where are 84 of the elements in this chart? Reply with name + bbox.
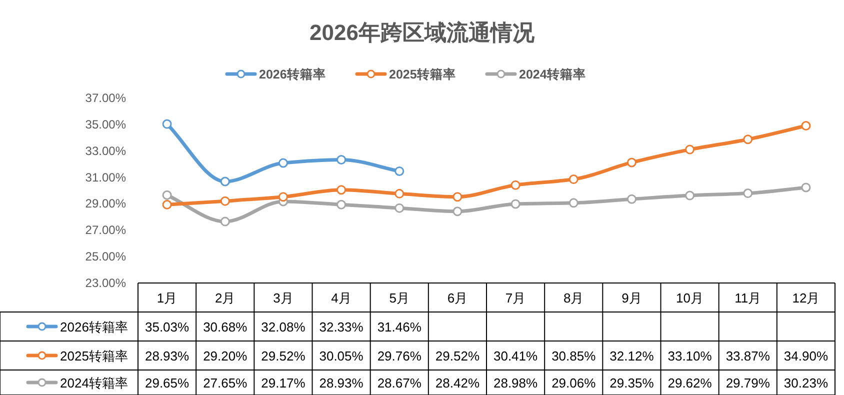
point <box>568 174 578 184</box>
x-tick-label: 8月 <box>564 290 584 306</box>
point <box>568 198 578 208</box>
point <box>452 192 462 202</box>
data-label: 29.20% <box>203 348 248 364</box>
data-label: 30.85% <box>552 348 596 364</box>
x-tick-label: 6月 <box>447 290 468 306</box>
data-label: 29.06% <box>552 376 596 390</box>
point <box>220 176 230 186</box>
x-tick-label: 10月 <box>676 290 704 306</box>
data-label: 33.10% <box>668 348 712 364</box>
point <box>743 188 753 198</box>
x-tick-label: 3月 <box>273 290 294 306</box>
data-label: 33.87% <box>726 348 770 364</box>
data-label: 32.08% <box>261 320 306 334</box>
point <box>394 203 404 213</box>
data-label: 29.17% <box>261 376 306 390</box>
point <box>336 200 346 210</box>
data-label: 29.52% <box>261 348 306 364</box>
data-label: 32.33% <box>319 320 364 334</box>
x-tick-label: 1月 <box>156 290 178 306</box>
x-tick-label: 12月 <box>792 290 820 306</box>
point <box>801 182 811 192</box>
data-label: 27.65% <box>203 376 248 390</box>
point <box>162 200 172 210</box>
data-label: 28.67% <box>377 376 422 390</box>
data-label: 29.76% <box>377 348 422 364</box>
legend-label: 2024转籍率 <box>519 66 586 82</box>
legend-label: 2025转籍率 <box>389 66 456 82</box>
x-tick-label: 4月 <box>331 290 352 306</box>
point <box>743 134 753 144</box>
data-label: 30.68% <box>203 320 248 334</box>
point <box>336 185 346 195</box>
point <box>162 190 172 200</box>
data-label: 29.65% <box>144 376 190 390</box>
data-label: 28.93% <box>144 348 190 364</box>
point <box>394 188 404 198</box>
x-tick-label: 7月 <box>505 290 526 306</box>
y-tick-label: 23.00% <box>85 276 126 290</box>
point <box>510 180 520 190</box>
point <box>220 216 230 226</box>
point <box>220 196 230 206</box>
data-label: 29.35% <box>610 376 654 390</box>
point <box>685 190 695 200</box>
x-tick-label: 5月 <box>389 290 410 306</box>
legend-label: 2026转籍率 <box>259 66 326 82</box>
y-tick-label: 31.00% <box>85 170 126 184</box>
point <box>394 166 404 176</box>
data-label: 28.42% <box>435 376 480 390</box>
point <box>336 154 346 164</box>
point <box>685 144 695 154</box>
x-tick-label: 2月 <box>215 290 236 306</box>
point <box>626 158 636 168</box>
x-tick-label: 9月 <box>622 290 642 306</box>
y-tick-label: 37.00% <box>85 91 126 105</box>
point <box>626 194 636 204</box>
y-tick-label: 33.00% <box>85 144 126 158</box>
data-label: 29.52% <box>435 348 480 364</box>
point <box>278 158 288 168</box>
point <box>510 199 520 209</box>
data-label: 34.90% <box>784 348 828 364</box>
data-label: 30.41% <box>493 348 538 364</box>
x-tick-label: 11月 <box>734 290 762 306</box>
data-label: 29.62% <box>668 376 712 390</box>
y-tick-label: 27.00% <box>85 223 126 238</box>
point <box>162 119 172 129</box>
point <box>278 192 288 202</box>
point <box>801 121 811 130</box>
text: 2025转籍率 <box>60 348 128 364</box>
y-tick-label: 29.00% <box>85 196 126 211</box>
point <box>452 206 462 216</box>
data-label: 28.98% <box>493 376 538 390</box>
data-label: 31.46% <box>377 320 422 334</box>
data-label: 30.23% <box>784 376 828 390</box>
data-label: 28.93% <box>319 376 364 390</box>
text: 2024转籍率 <box>60 376 128 390</box>
y-tick-label: 35.00% <box>85 117 126 132</box>
data-label: 32.12% <box>610 348 654 364</box>
chart-title: 2026年跨区域流通情况 <box>310 20 536 45</box>
data-label: 29.79% <box>726 376 770 390</box>
data-label: 30.05% <box>319 348 364 364</box>
y-tick-label: 25.00% <box>85 250 126 264</box>
data-label: 35.03% <box>144 320 190 334</box>
text: 2026转籍率 <box>60 320 128 334</box>
